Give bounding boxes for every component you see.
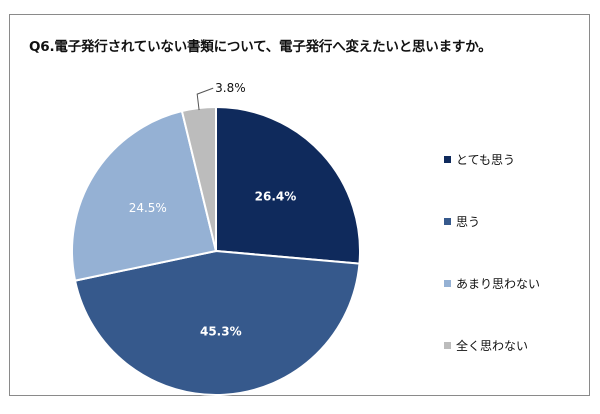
legend-label: 全く思わない — [456, 339, 529, 353]
legend-label: とても思う — [456, 153, 516, 167]
legend-label: あまり思わない — [456, 277, 541, 291]
pie-slice-2 — [73, 249, 361, 396]
legend-swatch — [444, 156, 451, 163]
legend-item-1: とても思う — [444, 151, 515, 168]
legend-label: 思う — [456, 215, 481, 229]
pie-data-label-1: 26.4% — [255, 190, 297, 204]
pie-data-label-3: 24.5% — [129, 201, 167, 215]
pie-data-label-2: 45.3% — [200, 324, 242, 338]
pie-data-label-4: 3.8% — [215, 81, 246, 95]
legend-swatch — [444, 218, 451, 225]
pie-leader-line-4 — [196, 87, 214, 111]
pie-slice-1 — [215, 105, 361, 265]
legend-swatch — [444, 280, 451, 287]
legend-item-3: あまり思わない — [444, 275, 540, 292]
legend-item-4: 全く思わない — [444, 337, 528, 354]
legend-item-2: 思う — [444, 213, 480, 230]
pie-slice-3 — [71, 109, 218, 282]
legend-swatch — [444, 342, 451, 349]
chart-title: Q6.電子発行されていない書類について、電子発行へ変えたいと思いますか。 — [29, 39, 492, 55]
